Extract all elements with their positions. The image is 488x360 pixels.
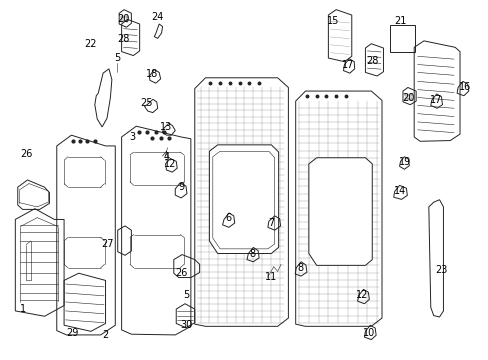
Bar (121, 16, 124, 18)
Text: 5: 5 (183, 291, 189, 301)
Bar (121, 20, 124, 22)
Text: 10: 10 (363, 328, 375, 338)
Text: 12: 12 (164, 159, 176, 169)
Polygon shape (209, 145, 278, 253)
Text: 8: 8 (249, 248, 255, 258)
Text: 8: 8 (296, 263, 303, 273)
Text: 25: 25 (141, 98, 153, 108)
Text: 21: 21 (393, 17, 406, 27)
Polygon shape (308, 158, 371, 265)
Bar (125, 16, 128, 18)
Text: 12: 12 (356, 291, 368, 301)
Bar (404, 94, 407, 96)
Text: 19: 19 (399, 157, 411, 167)
Text: 11: 11 (264, 272, 277, 282)
Text: 6: 6 (225, 213, 231, 222)
Text: 27: 27 (102, 239, 114, 249)
Text: 9: 9 (178, 182, 184, 192)
Text: 24: 24 (151, 12, 163, 22)
Text: 20: 20 (401, 93, 414, 103)
Bar (408, 94, 411, 96)
Text: 2: 2 (102, 330, 108, 340)
Text: 17: 17 (428, 95, 441, 105)
Bar (404, 98, 407, 100)
Bar (389, 25, 414, 51)
Text: 26: 26 (20, 149, 32, 159)
Text: 15: 15 (326, 17, 339, 27)
Text: 22: 22 (84, 40, 97, 49)
Text: 13: 13 (160, 122, 172, 132)
Text: 28: 28 (117, 35, 129, 44)
Text: 7: 7 (268, 218, 274, 228)
Text: 23: 23 (434, 265, 447, 275)
Text: 5: 5 (114, 53, 121, 63)
Text: 4: 4 (163, 152, 169, 162)
Text: 20: 20 (117, 14, 129, 24)
Bar (408, 98, 411, 100)
Text: 14: 14 (394, 186, 406, 197)
Text: 18: 18 (145, 69, 158, 79)
Text: 29: 29 (66, 328, 79, 338)
Text: 1: 1 (20, 304, 26, 314)
Text: 3: 3 (129, 132, 135, 142)
Text: 26: 26 (175, 268, 187, 278)
Text: 30: 30 (180, 320, 192, 330)
Text: 17: 17 (342, 60, 354, 70)
Text: 16: 16 (458, 82, 470, 92)
Bar (125, 20, 128, 22)
Text: 28: 28 (366, 56, 378, 66)
